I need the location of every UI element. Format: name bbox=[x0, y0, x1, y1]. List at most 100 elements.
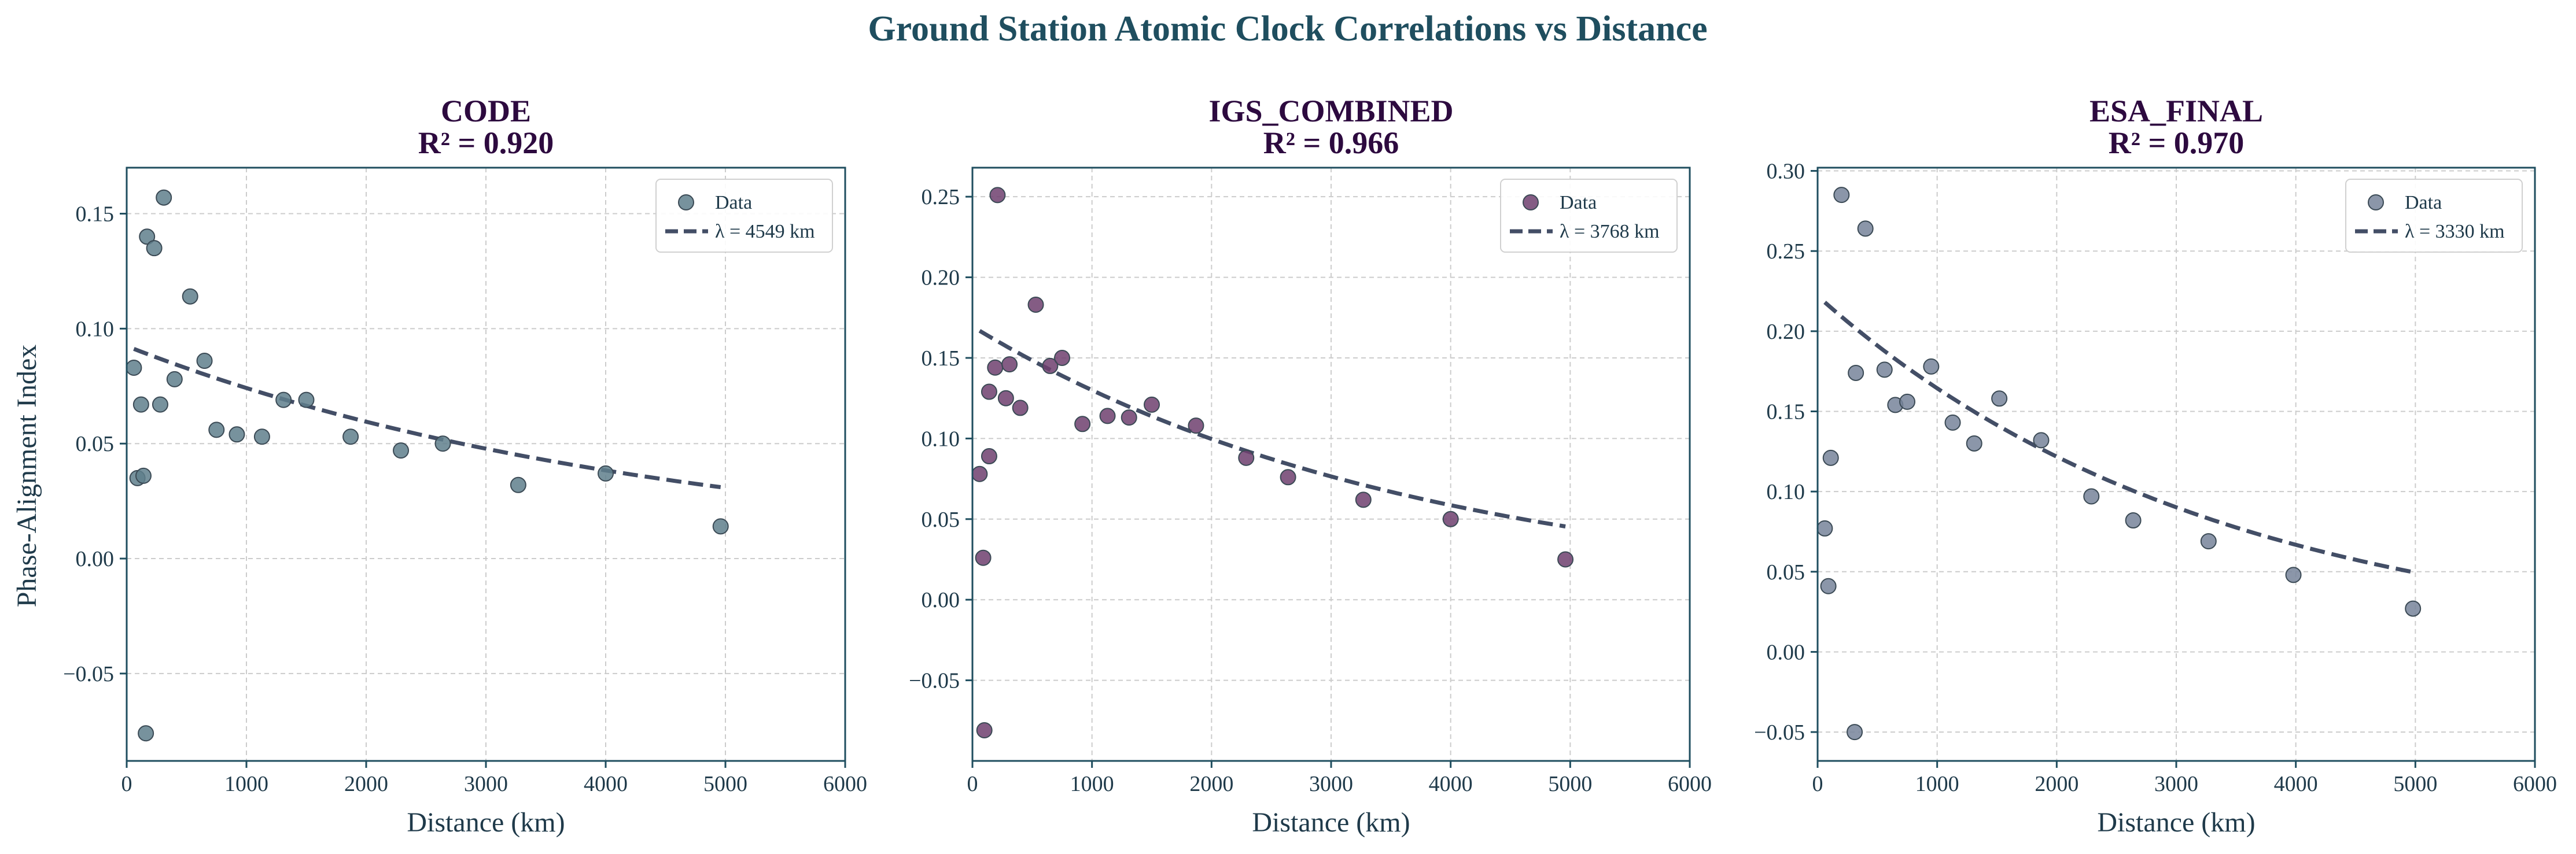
figure-title: Ground Station Atomic Clock Correlations… bbox=[868, 9, 1707, 49]
x-tick-label: 0 bbox=[121, 772, 132, 796]
data-point bbox=[146, 240, 163, 257]
panel-r-squared: R² = 0.920 bbox=[418, 125, 554, 160]
data-point bbox=[1847, 724, 1863, 741]
y-tick-label: 0.10 bbox=[922, 427, 960, 451]
y-tick-label: 0.20 bbox=[1767, 320, 1805, 344]
grid bbox=[972, 168, 1690, 761]
data-point bbox=[1099, 408, 1116, 424]
panel-r-squared: R² = 0.966 bbox=[1263, 125, 1399, 160]
data-point bbox=[981, 383, 997, 400]
panel-title: IGS_COMBINED bbox=[1208, 94, 1453, 128]
data-point bbox=[997, 390, 1014, 406]
data-point bbox=[2033, 432, 2050, 449]
x-tick-label: 1000 bbox=[1070, 772, 1114, 796]
data-point bbox=[126, 359, 142, 376]
x-tick-label: 5000 bbox=[1548, 772, 1592, 796]
data-point bbox=[1557, 551, 1574, 568]
x-tick-label: 2000 bbox=[2035, 772, 2079, 796]
y-tick-label: 0.05 bbox=[76, 432, 115, 456]
data-point bbox=[2285, 567, 2302, 583]
data-point bbox=[1238, 449, 1255, 466]
data-point bbox=[1121, 409, 1137, 426]
data-point bbox=[1188, 417, 1204, 434]
data-point bbox=[712, 518, 729, 535]
y-tick-label: 0.10 bbox=[76, 317, 115, 341]
data-point bbox=[1820, 578, 1837, 594]
data-point bbox=[598, 465, 614, 482]
y-tick-label: −0.05 bbox=[909, 669, 960, 693]
x-tick-label: 6000 bbox=[823, 772, 867, 796]
grid bbox=[1817, 168, 2536, 761]
data-point bbox=[1054, 349, 1070, 366]
data-point bbox=[1833, 187, 1850, 204]
fit-line bbox=[133, 347, 721, 489]
y-tick-label: 0.05 bbox=[1767, 560, 1805, 585]
data-point bbox=[981, 448, 997, 465]
x-tick-label: 5000 bbox=[2393, 772, 2437, 796]
y-tick-label: 0.00 bbox=[76, 547, 115, 571]
data-point bbox=[135, 467, 152, 484]
x-tick-label: 4000 bbox=[1429, 772, 1473, 796]
legend-marker-data bbox=[2368, 194, 2384, 210]
data-point bbox=[1001, 356, 1018, 373]
x-tick-label: 4000 bbox=[2274, 772, 2318, 796]
data-point bbox=[434, 435, 451, 452]
data-point bbox=[166, 371, 183, 387]
y-axis-label: Phase-Alignment Index bbox=[12, 345, 42, 608]
y-tick-label: 0.15 bbox=[1767, 400, 1805, 424]
data-point bbox=[1355, 491, 1372, 508]
x-axis-label: Distance (km) bbox=[407, 807, 565, 838]
y-tick-label: 0.15 bbox=[76, 202, 115, 227]
panel-title: ESA_FINAL bbox=[2089, 94, 2263, 128]
data-point bbox=[1899, 393, 1915, 410]
data-point bbox=[342, 428, 359, 445]
grid bbox=[126, 168, 846, 761]
data-point bbox=[1012, 400, 1029, 416]
x-tick-label: 2000 bbox=[1189, 772, 1233, 796]
x-tick-label: 2000 bbox=[344, 772, 388, 796]
data-points bbox=[1816, 187, 2422, 741]
fit-line bbox=[978, 329, 1566, 528]
data-point bbox=[1966, 435, 1982, 452]
legend-label-fit: λ = 4549 km bbox=[715, 221, 815, 242]
y-tick-label: −0.05 bbox=[1754, 720, 1805, 745]
x-tick-label: 4000 bbox=[584, 772, 628, 796]
data-point bbox=[1876, 361, 1893, 378]
legend-box bbox=[1500, 179, 1678, 253]
y-tick-label: 0.25 bbox=[1767, 239, 1805, 264]
y-tick-label: 0.20 bbox=[922, 266, 960, 290]
x-tick-label: 3000 bbox=[2154, 772, 2198, 796]
x-tick-label: 6000 bbox=[2513, 772, 2557, 796]
data-point bbox=[1144, 396, 1160, 413]
legend-box bbox=[655, 179, 833, 253]
y-tick-label: 0.10 bbox=[1767, 480, 1805, 504]
data-point bbox=[2083, 488, 2100, 505]
legend: Data λ = 3768 km bbox=[1500, 179, 1678, 253]
y-tick-label: 0.15 bbox=[922, 346, 960, 371]
data-point bbox=[1991, 390, 2008, 407]
data-point bbox=[1848, 364, 1864, 381]
legend-label-data: Data bbox=[2405, 192, 2442, 213]
y-tick-label: 0.00 bbox=[922, 588, 960, 612]
legend-label-data: Data bbox=[1560, 192, 1597, 213]
data-point bbox=[1042, 357, 1059, 374]
data-point bbox=[2200, 533, 2217, 550]
data-point bbox=[1442, 511, 1459, 527]
legend-label-fit: λ = 3330 km bbox=[2405, 221, 2505, 242]
data-point bbox=[2125, 512, 2142, 529]
data-point bbox=[510, 476, 526, 493]
data-point bbox=[253, 428, 270, 445]
data-point bbox=[989, 187, 1006, 204]
data-point bbox=[208, 422, 225, 438]
legend-marker-data bbox=[1523, 194, 1539, 210]
y-tick-label: −0.05 bbox=[63, 662, 114, 686]
x-tick-label: 5000 bbox=[703, 772, 747, 796]
x-axis-label: Distance (km) bbox=[2097, 807, 2255, 838]
x-tick-label: 3000 bbox=[1309, 772, 1353, 796]
data-point bbox=[1074, 416, 1091, 432]
data-points bbox=[126, 189, 729, 742]
